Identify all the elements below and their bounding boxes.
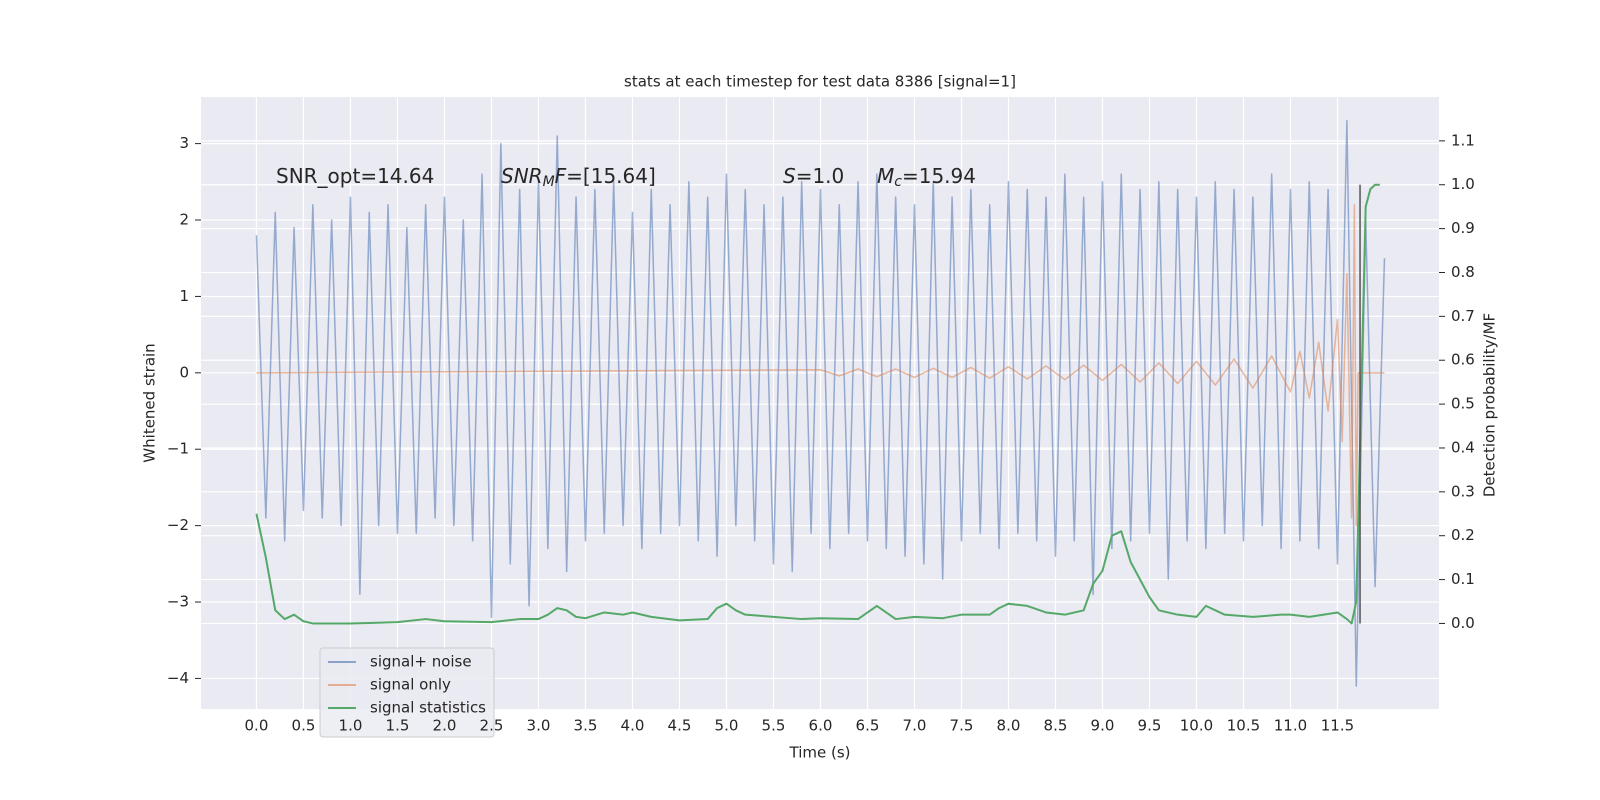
annotation-part: =1.0 [796, 164, 845, 188]
x-tick-label: 0.5 [292, 717, 316, 735]
x-tick-label: 3.5 [574, 717, 598, 735]
y2-tick-label: 0.1 [1451, 570, 1475, 588]
annotation: Mc=15.94 [877, 164, 976, 191]
x-axis-label: Time (s) [789, 744, 851, 762]
y-axis-label: Whitened strain [141, 343, 159, 462]
series-line [256, 203, 1385, 527]
annotation-part: M [543, 174, 555, 190]
y2-tick-label: 0.5 [1451, 395, 1475, 413]
y2-tick-label: 1.1 [1451, 131, 1475, 149]
x-tick-label: 1.5 [386, 717, 410, 735]
y2-axis-label: Detection probability/MF [1481, 313, 1499, 497]
annotation: S=1.0 [783, 164, 844, 188]
annotation: SNRMF=[15.64] [501, 164, 656, 191]
x-tick-label: 7.5 [950, 717, 974, 735]
series-line [255, 183, 1380, 625]
y-tick-label: −4 [167, 669, 189, 687]
y-tick-label: 0 [179, 363, 189, 381]
annotation-part: SNR_opt=14.64 [276, 164, 434, 188]
y2-tick-label: 0.9 [1451, 219, 1475, 237]
annotation: SNR_opt=14.64 [276, 164, 434, 188]
x-tick-label: 6.0 [809, 717, 833, 735]
x-tick-label: 8.5 [1044, 717, 1068, 735]
x-tick-label: 7.0 [903, 717, 927, 735]
marks [255, 119, 1386, 687]
annotation-part: F [555, 164, 567, 188]
legend-label: signal+ noise [370, 653, 472, 671]
legend-box [319, 647, 495, 738]
y2-tick-label: 0.2 [1451, 526, 1475, 544]
x-tick-label: 2.5 [480, 717, 504, 735]
y2-tick-label: 0.8 [1451, 263, 1475, 281]
x-tick-label: 10.0 [1180, 717, 1213, 735]
y-tick-label: 3 [179, 134, 189, 152]
y-tick-label: 2 [179, 211, 189, 229]
annotations: SNR_opt=14.64 SNRMF=[15.64] S=1.0 Mc=15.94 [276, 164, 976, 191]
legend: signal+ noise signal only signal statistic… [319, 647, 495, 738]
annotation-part: =[15.64] [566, 164, 656, 188]
x-tick-label: 3.0 [527, 717, 551, 735]
x-tick-label: 10.5 [1227, 717, 1260, 735]
legend-label: signal statistics [370, 699, 486, 717]
y-tick-label: −3 [167, 593, 189, 611]
annotation-part: c [894, 174, 902, 190]
y-tick-label: −2 [167, 516, 189, 534]
x-tick-label: 11.0 [1274, 717, 1307, 735]
x-tick-label: 2.0 [433, 717, 457, 735]
x-tick-label: 5.0 [715, 717, 739, 735]
annotation-part: =15.94 [902, 164, 976, 188]
y2-tick-label: 0.7 [1451, 307, 1475, 325]
y-tick-label: 1 [179, 287, 189, 305]
y2-tick-label: 0.3 [1451, 482, 1475, 500]
y2-tick-label: 0.0 [1451, 614, 1475, 632]
y-tick-label: −1 [167, 440, 189, 458]
x-tick-label: 11.5 [1321, 717, 1354, 735]
x-tick-label: 6.5 [856, 717, 880, 735]
x-tick-label: 5.5 [762, 717, 786, 735]
x-tick-label: 8.0 [997, 717, 1021, 735]
y2-tick-label: 1.0 [1451, 175, 1475, 193]
annotation-part: S [783, 164, 796, 188]
x-tick-label: 4.5 [668, 717, 692, 735]
y2-tick-label: 0.4 [1451, 438, 1475, 456]
series-line [255, 119, 1386, 687]
annotation-part: M [877, 164, 894, 188]
legend-label: signal only [370, 676, 451, 694]
annotation-part: SNR [501, 164, 543, 188]
x-tick-label: 4.0 [621, 717, 645, 735]
x-tick-label: 0.0 [245, 717, 269, 735]
x-tick-label: 9.5 [1138, 717, 1162, 735]
x-tick-label: 1.0 [339, 717, 363, 735]
y2-tick-label: 0.6 [1451, 351, 1475, 369]
x-tick-label: 9.0 [1091, 717, 1115, 735]
chart-title: stats at each timestep for test data 838… [624, 73, 1016, 91]
